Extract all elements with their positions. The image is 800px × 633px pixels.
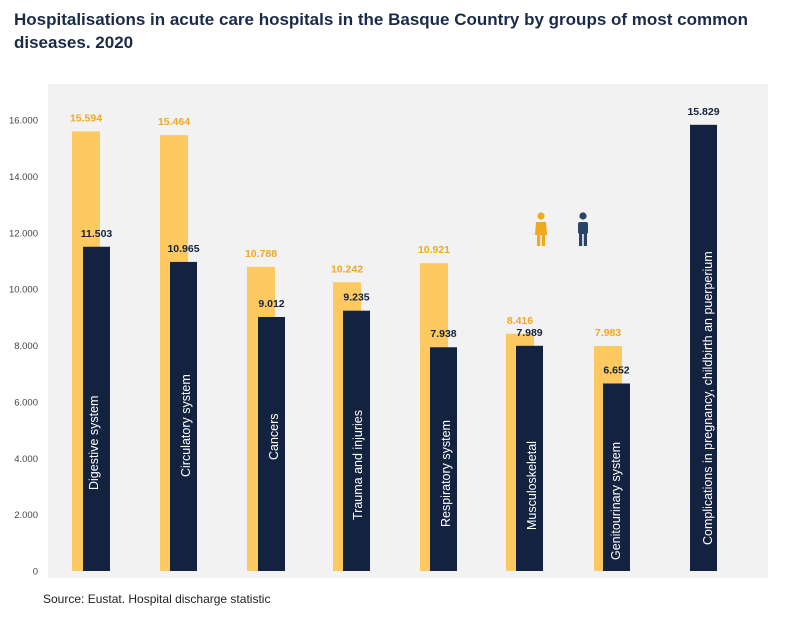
y-axis: 0 2.000 4.000 6.000 8.000 10.000 12.000 14.000 1…: [9, 116, 38, 578]
value-label-men: 9.012: [258, 298, 284, 310]
value-label-men: 7.938: [430, 328, 456, 340]
value-label-men: 15.829: [687, 106, 719, 118]
value-label-women: 10.921: [418, 244, 450, 256]
y-tick-label: 2.000: [14, 510, 38, 521]
y-tick-label: 8.000: [14, 341, 38, 352]
source-note: Source: Eustat. Hospital discharge stati…: [43, 592, 271, 606]
category-label: Circulatory system: [179, 374, 193, 477]
category-label: Genitourinary system: [609, 442, 623, 560]
bar-men: [690, 124, 717, 571]
legend: [535, 212, 588, 246]
value-label-men: 11.503: [81, 228, 113, 240]
bars: 15.594 15.464 10.788 10.242 10.921 8.416 7.983…: [70, 106, 720, 571]
y-tick-label: 6.000: [14, 397, 38, 408]
value-label-women: 10.242: [331, 263, 363, 275]
value-label-women: 7.983: [595, 327, 621, 339]
y-tick-label: 16.000: [9, 116, 38, 127]
value-label-men: 6.652: [603, 364, 629, 376]
male-icon: [578, 212, 588, 246]
chart-title: Hospitalisations in acute care hospitals…: [14, 10, 748, 52]
value-label-men: 7.989: [516, 327, 542, 339]
value-label-women: 15.464: [158, 116, 190, 128]
bar-men: [516, 345, 543, 571]
bar-men: [343, 310, 370, 571]
y-tick-label: 14.000: [9, 172, 38, 183]
y-tick-label: 10.000: [9, 285, 38, 296]
female-icon: [535, 212, 547, 246]
value-label-women: 15.594: [70, 112, 102, 124]
value-label-women: 10.788: [245, 248, 277, 260]
bar-men: [430, 347, 457, 571]
category-label: Digestive system: [87, 396, 101, 490]
value-label-men: 9.235: [343, 292, 369, 304]
y-tick-label: 4.000: [14, 454, 38, 465]
value-label-men: 10.965: [167, 243, 199, 255]
bar-men: [170, 261, 197, 571]
category-label: Musculoskeletal: [525, 441, 539, 530]
category-label: Respiratory system: [439, 420, 453, 527]
category-label: Cancers: [267, 413, 281, 460]
category-label: Trauma and injuries: [351, 410, 365, 520]
plot-background: [48, 84, 768, 578]
y-tick-label: 12.000: [9, 228, 38, 239]
category-label: Complications in pregnancy, childbirth a…: [701, 251, 715, 545]
bar-men: [603, 383, 630, 571]
y-tick-label: 0: [33, 567, 38, 578]
bar-men: [258, 316, 285, 571]
bar-men: [83, 246, 110, 571]
value-label-women: 8.416: [507, 315, 533, 327]
